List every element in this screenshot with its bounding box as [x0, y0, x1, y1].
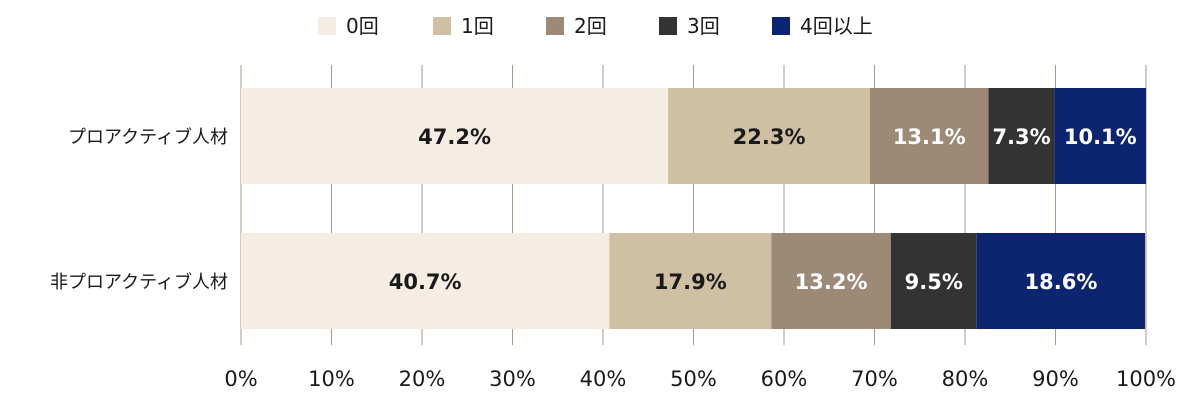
- bar-segment-2-2: [609, 233, 772, 329]
- data-label-1-4: 7.3%: [992, 125, 1050, 149]
- category-label-2: 非プロアクティブ人材: [50, 271, 228, 293]
- data-label-2-1: 40.7%: [389, 270, 462, 294]
- data-label-1-3: 13.1%: [893, 125, 966, 149]
- bar-segment-1-2: [668, 88, 870, 184]
- data-label-1-1: 47.2%: [418, 125, 491, 149]
- bar-segment-1-3: [869, 88, 989, 184]
- x-tick-label-80: 80%: [942, 367, 989, 391]
- legend-swatch-2: [433, 17, 451, 35]
- legend-label-5: 4回以上: [800, 14, 873, 38]
- bar-segment-2-3: [771, 233, 891, 329]
- legend-swatch-4: [659, 17, 677, 35]
- bar-segment-2-4: [890, 233, 977, 329]
- legend-label-2: 1回: [461, 14, 494, 38]
- legend-label-4: 3回: [687, 14, 720, 38]
- bar-segment-2-1: [241, 233, 610, 329]
- bar-segment-2-5: [976, 233, 1146, 329]
- x-tick-label-30: 30%: [489, 367, 536, 391]
- category-label-1: プロアクティブ人材: [68, 126, 228, 148]
- data-label-2-2: 17.9%: [654, 270, 727, 294]
- data-label-1-5: 10.1%: [1064, 125, 1137, 149]
- x-tick-label-50: 50%: [670, 367, 717, 391]
- x-axis-tick-labels: 0% 10% 20% 30% 40% 50% 60% 70% 80% 90% 100%: [224, 367, 1176, 391]
- x-tick-label-0: 0%: [224, 367, 257, 391]
- x-tick-label-40: 40%: [580, 367, 627, 391]
- legend-swatch-3: [546, 17, 564, 35]
- data-label-1-2: 22.3%: [733, 125, 806, 149]
- bars: 47.2% 22.3% 13.1% 7.3% 10.1% 40.7% 17.9% 13.2% 9…: [241, 88, 1146, 329]
- legend-label-3: 2回: [574, 14, 607, 38]
- data-label-2-3: 13.2%: [795, 270, 868, 294]
- legend: 0回 1回 2回 3回 4回以上: [318, 14, 873, 38]
- bar-segment-1-1: [241, 88, 669, 184]
- x-tick-label-20: 20%: [399, 367, 446, 391]
- bar-segment-1-4: [988, 88, 1055, 184]
- legend-label-1: 0回: [346, 14, 379, 38]
- x-tick-label-90: 90%: [1032, 367, 1079, 391]
- x-tick-label-10: 10%: [308, 367, 355, 391]
- x-tick-label-70: 70%: [851, 367, 898, 391]
- bar-segment-1-5: [1054, 88, 1146, 184]
- legend-swatch-1: [318, 17, 336, 35]
- x-tick-label-60: 60%: [761, 367, 808, 391]
- x-tick-label-100: 100%: [1116, 367, 1176, 391]
- data-label-2-5: 18.6%: [1025, 270, 1098, 294]
- legend-swatch-5: [772, 17, 790, 35]
- data-label-2-4: 9.5%: [905, 270, 963, 294]
